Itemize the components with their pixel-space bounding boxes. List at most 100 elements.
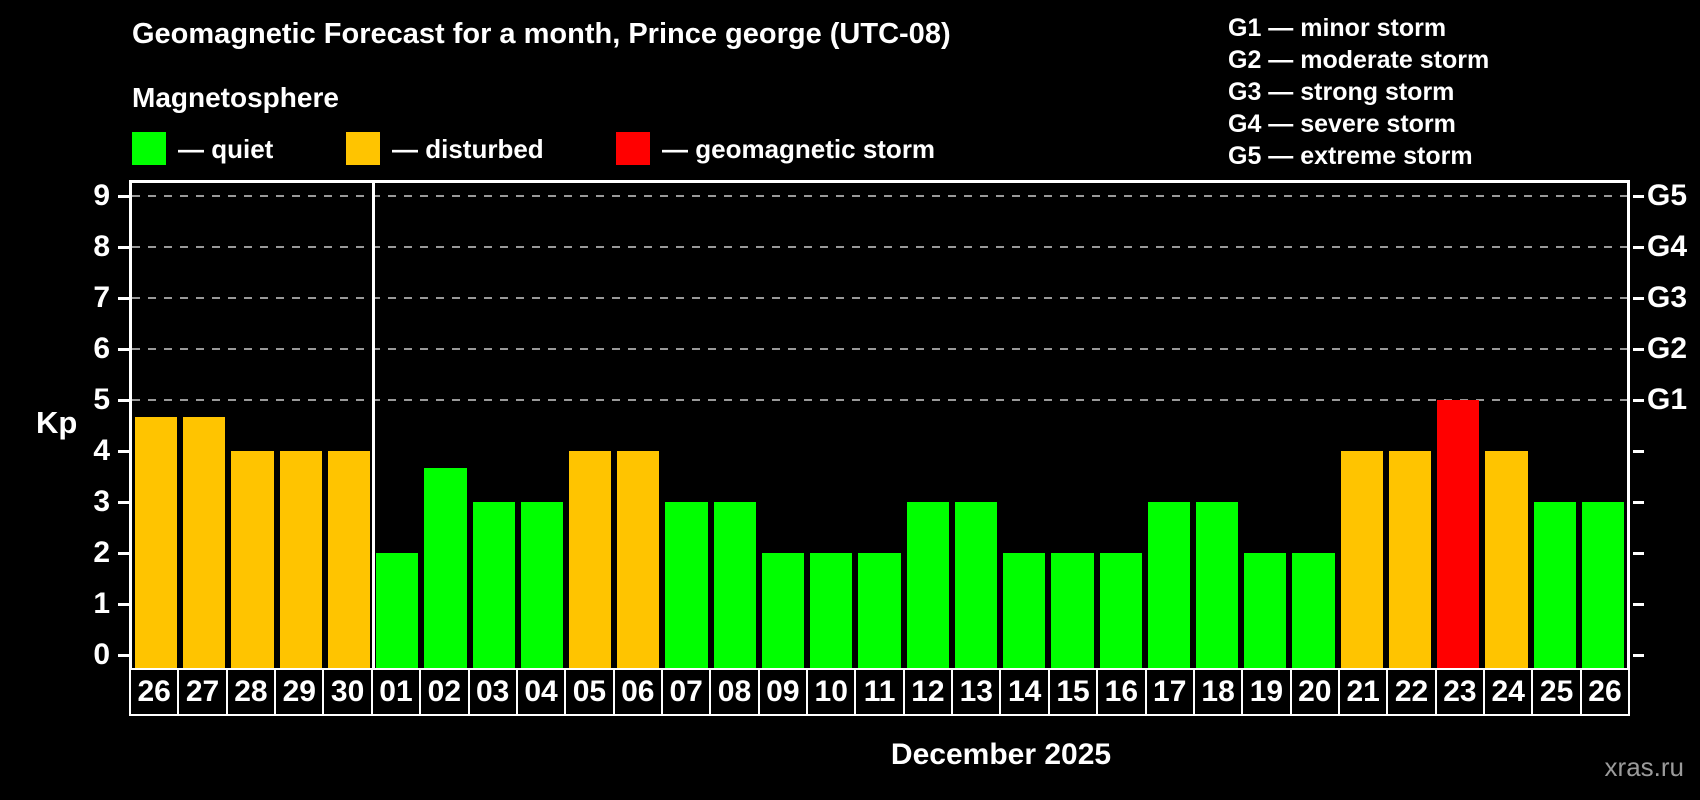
plot-area: 0 1 2 3 4 5 6 7 8 9 G1 G2 G3 G4 G5 — [93, 179, 1687, 671]
kp-tick-label: 4 — [93, 434, 110, 467]
kp-tick-right — [1633, 450, 1644, 453]
g-legend-item-g3: G3 — strong storm — [1228, 78, 1455, 106]
kp-axis-label: Kp — [36, 405, 78, 440]
day-cell: 25 — [1533, 670, 1582, 714]
kp-bar — [1581, 502, 1624, 668]
kp-bar — [1195, 502, 1239, 668]
day-cell: 26 — [131, 670, 180, 714]
kp-gridline — [132, 399, 1627, 401]
month-label: December 2025 — [890, 738, 1112, 771]
g-level-label: G3 — [1647, 281, 1688, 314]
kp-bar — [520, 502, 564, 668]
kp-tick-left — [118, 297, 129, 300]
disturbed-color-swatch — [346, 132, 380, 165]
kp-gridline — [132, 246, 1627, 248]
kp-tick-label: 3 — [93, 485, 110, 518]
day-cell: 05 — [566, 670, 615, 714]
day-cell: 18 — [1194, 670, 1244, 714]
kp-gridline — [132, 195, 1627, 197]
kp-bar — [279, 451, 322, 668]
kp-bar — [1147, 502, 1190, 668]
kp-tick-right — [1633, 297, 1644, 300]
kp-bar — [665, 502, 708, 668]
kp-tick-left — [118, 654, 129, 657]
day-axis-row: 26 27 28 29 30 01 02 03 04 05 06 07 08 09 10 11 12 13 14 15… — [129, 668, 1630, 716]
kp-bar — [569, 451, 612, 668]
kp-tick-left — [118, 195, 129, 198]
kp-gridline — [132, 348, 1627, 350]
kp-tick-label: 1 — [93, 587, 110, 620]
g-level-label: G2 — [1647, 332, 1688, 365]
day-cell: 26 — [1581, 670, 1629, 714]
kp-bar — [906, 502, 949, 668]
subtitle-magnetosphere: Magnetosphere — [132, 82, 339, 113]
kp-bar — [1485, 451, 1528, 668]
kp-tick-right — [1633, 195, 1644, 198]
kp-tick-label: 5 — [93, 383, 110, 416]
day-cell: 09 — [759, 670, 809, 714]
day-cell: 08 — [711, 670, 760, 714]
kp-bar — [1099, 553, 1142, 668]
g-level-label: G1 — [1647, 383, 1688, 416]
storm-color-swatch — [616, 132, 650, 165]
kp-tick-right — [1633, 603, 1644, 606]
kp-tick-left — [118, 501, 129, 504]
g-legend-item-g4: G4 — severe storm — [1228, 110, 1456, 138]
kp-tick-label: 6 — [93, 332, 110, 365]
kp-bar — [1437, 400, 1480, 668]
day-cell: 15 — [1049, 670, 1099, 714]
quiet-color-swatch — [132, 132, 166, 165]
kp-bar — [231, 451, 274, 668]
day-cell: 20 — [1291, 670, 1340, 714]
day-cell: 13 — [953, 670, 1002, 714]
kp-tick-left — [118, 450, 129, 453]
g-legend-item-g5: G5 — extreme storm — [1228, 142, 1473, 170]
day-cell: 27 — [179, 670, 228, 714]
day-cell: 10 — [808, 670, 857, 714]
kp-gridline — [132, 297, 1627, 299]
kp-tick-label: 8 — [93, 230, 110, 263]
kp-tick-right — [1633, 246, 1644, 249]
kp-tick-right — [1633, 552, 1644, 555]
kp-bar — [954, 502, 998, 668]
kp-bar — [135, 416, 178, 668]
day-cell: 03 — [469, 670, 518, 714]
page-title: Geomagnetic Forecast for a month, Prince… — [132, 18, 951, 50]
day-cell: 04 — [517, 670, 567, 714]
day-cell: 28 — [227, 670, 277, 714]
kp-tick-label: 7 — [93, 281, 110, 314]
g-legend-item-g2: G2 — moderate storm — [1228, 46, 1490, 74]
day-cell: 06 — [614, 670, 663, 714]
day-cell: 30 — [324, 670, 373, 714]
day-cell: 19 — [1243, 670, 1292, 714]
day-cell: 07 — [662, 670, 712, 714]
kp-tick-left — [118, 399, 129, 402]
kp-bar — [1051, 553, 1094, 668]
watermark: xras.ru — [1604, 752, 1684, 782]
kp-tick-left — [118, 348, 129, 351]
kp-bar — [810, 553, 853, 668]
kp-tick-right — [1633, 654, 1644, 657]
kp-tick-right — [1633, 348, 1644, 351]
legend-label-quiet: — quiet — [178, 134, 274, 164]
g-scale-legend: G1 — minor storm G2 — moderate storm G3 … — [1228, 12, 1489, 172]
day-cell: 16 — [1098, 670, 1147, 714]
g-legend-item-g1: G1 — minor storm — [1228, 14, 1447, 42]
kp-bar — [424, 467, 467, 668]
kp-bar — [713, 502, 756, 668]
day-cell: 01 — [372, 670, 422, 714]
kp-bar — [327, 451, 371, 668]
kp-bar — [1388, 451, 1432, 668]
day-cell: 12 — [904, 670, 954, 714]
day-cell: 21 — [1339, 670, 1389, 714]
kp-tick-left — [118, 246, 129, 249]
kp-bar — [472, 502, 515, 668]
kp-bar — [376, 553, 419, 668]
month-divider-line — [371, 183, 375, 668]
legend-label-storm: — geomagnetic storm — [662, 134, 936, 164]
day-cell: 17 — [1146, 670, 1195, 714]
day-cell: 23 — [1436, 670, 1486, 714]
day-cell: 02 — [421, 670, 470, 714]
kp-tick-label: 0 — [93, 638, 110, 671]
